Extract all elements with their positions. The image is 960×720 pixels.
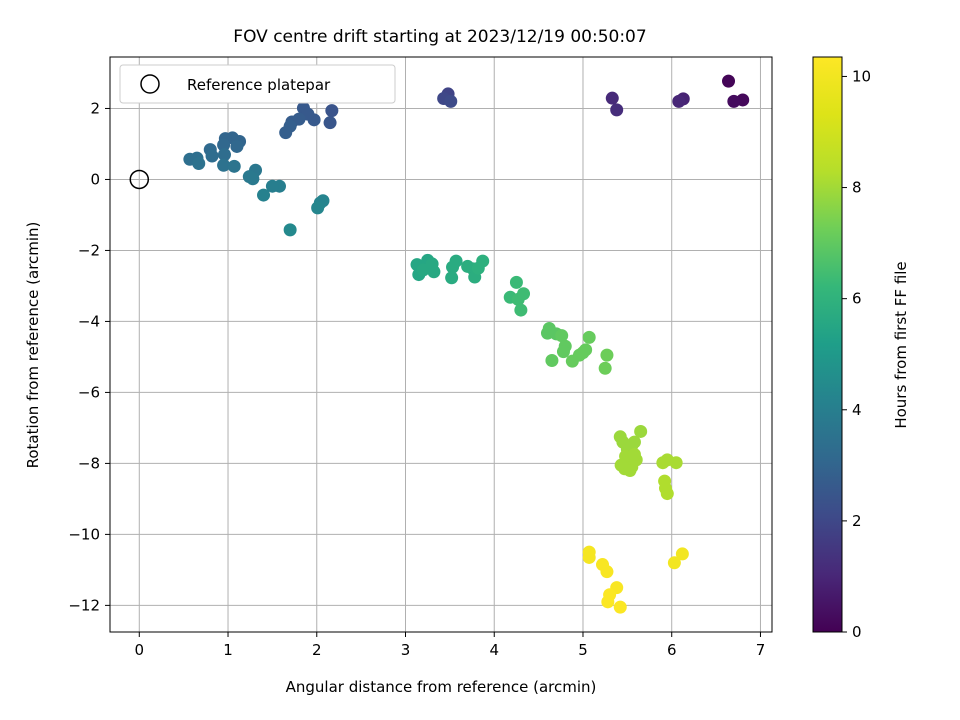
x-axis-label: Angular distance from reference (arcmin) xyxy=(286,678,597,696)
data-point xyxy=(672,94,686,108)
data-point xyxy=(217,158,231,172)
data-point xyxy=(265,179,279,193)
data-point xyxy=(576,346,590,360)
data-point xyxy=(582,330,596,344)
data-point xyxy=(613,600,627,614)
y-tick-label: −6 xyxy=(78,383,100,401)
data-point xyxy=(246,172,260,186)
data-point xyxy=(634,424,648,438)
data-point xyxy=(555,329,569,343)
data-point xyxy=(449,254,463,268)
data-point xyxy=(627,435,641,449)
legend-entry: Reference platepar xyxy=(187,76,331,94)
y-tick-label: −8 xyxy=(78,454,100,472)
colorbar-tick-label: 2 xyxy=(852,512,862,530)
y-tick-label: 2 xyxy=(90,99,100,117)
data-point xyxy=(601,595,615,609)
data-point xyxy=(514,303,528,317)
x-tick-label: 0 xyxy=(135,641,145,659)
x-axis-ticks: 0 1 2 3 4 5 6 7 xyxy=(135,632,766,659)
colorbar-ticks: 0 2 4 6 8 10 xyxy=(842,67,871,641)
data-point xyxy=(623,464,637,478)
data-point xyxy=(605,91,619,105)
x-tick-label: 2 xyxy=(312,641,322,659)
data-point xyxy=(217,138,231,152)
data-point xyxy=(517,287,531,301)
legend-box xyxy=(119,64,396,104)
data-point xyxy=(509,275,523,289)
data-point xyxy=(217,148,231,162)
data-point xyxy=(230,139,244,153)
x-tick-label: 6 xyxy=(667,641,677,659)
data-point xyxy=(598,361,612,375)
data-point xyxy=(675,547,689,561)
data-point xyxy=(610,103,624,117)
plot-frame xyxy=(109,56,773,633)
colorbar-gradient xyxy=(812,56,843,633)
data-point xyxy=(205,149,219,163)
data-point xyxy=(627,448,641,462)
y-tick-label: −10 xyxy=(68,525,100,543)
y-tick-label: −2 xyxy=(78,241,100,259)
reference-platepar-marker xyxy=(129,169,150,190)
chart-title: FOV centre drift starting at 2023/12/19 … xyxy=(233,27,646,47)
x-tick-label: 3 xyxy=(401,641,411,659)
data-point xyxy=(257,188,271,202)
colorbar-tick-label: 6 xyxy=(852,290,862,308)
colorbar-tick-label: 10 xyxy=(852,67,871,85)
data-point xyxy=(444,94,458,108)
data-point xyxy=(476,254,490,268)
data-point xyxy=(545,353,559,367)
y-tick-label: −12 xyxy=(68,596,100,614)
scatter-points xyxy=(183,74,750,614)
data-point xyxy=(311,201,325,215)
data-point xyxy=(283,223,297,237)
data-point xyxy=(556,345,570,359)
colorbar-tick-label: 8 xyxy=(852,179,862,197)
data-point xyxy=(600,565,614,579)
colorbar: 0 2 4 6 8 10 Hours from first FF file xyxy=(812,56,910,641)
y-axis-label: Rotation from reference (arcmin) xyxy=(24,222,42,469)
y-axis-ticks: 2 0 −2 −4 −6 −8 −10 −12 xyxy=(68,99,110,614)
x-tick-label: 5 xyxy=(578,641,588,659)
data-point xyxy=(445,271,459,285)
x-tick-label: 1 xyxy=(223,641,233,659)
data-point xyxy=(727,94,741,108)
x-tick-label: 4 xyxy=(489,641,499,659)
data-point xyxy=(192,156,206,170)
data-point xyxy=(323,116,337,130)
x-tick-label: 7 xyxy=(756,641,766,659)
data-point xyxy=(325,104,339,118)
data-point xyxy=(667,556,681,570)
data-point xyxy=(669,456,683,470)
legend: Reference platepar xyxy=(119,64,396,104)
data-point xyxy=(600,348,614,362)
data-point xyxy=(722,74,736,88)
legend-marker xyxy=(140,74,160,94)
data-point xyxy=(279,126,293,140)
y-tick-label: 0 xyxy=(90,170,100,188)
data-point xyxy=(660,487,674,501)
colorbar-label: Hours from first FF file xyxy=(892,261,910,428)
data-point xyxy=(227,159,241,173)
colorbar-tick-label: 4 xyxy=(852,401,862,419)
y-tick-label: −4 xyxy=(78,312,100,330)
colorbar-tick-label: 0 xyxy=(852,623,862,641)
data-point xyxy=(582,550,596,564)
data-point xyxy=(427,265,441,279)
